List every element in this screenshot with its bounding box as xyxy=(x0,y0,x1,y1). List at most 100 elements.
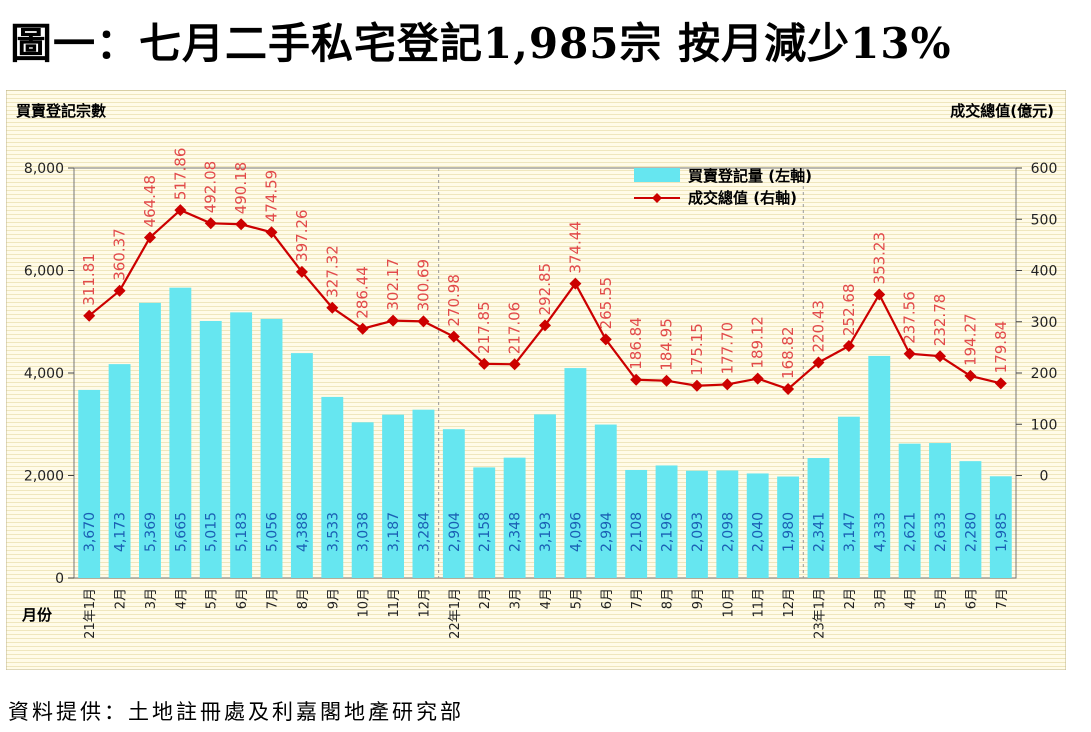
line-value-label: 220.43 xyxy=(809,300,827,353)
bar-value-label: 5,665 xyxy=(173,512,189,552)
line-marker xyxy=(235,218,248,231)
bar xyxy=(716,470,739,578)
x-tick-label: 9月 xyxy=(326,588,341,609)
bar xyxy=(139,302,161,578)
x-tick-label: 6月 xyxy=(600,588,615,609)
bar xyxy=(78,389,101,578)
left-tick-label: 8,000 xyxy=(24,161,64,177)
page-title: 圖一：七月二手私宅登記1,985宗 按月減少13% xyxy=(10,19,952,68)
legend-line-label: 成交總值 (右軸) xyxy=(688,189,797,207)
bar-value-label: 2,280 xyxy=(963,512,979,552)
bar-value-label: 2,098 xyxy=(720,512,736,552)
bar xyxy=(746,473,769,578)
x-axis-title: 月份 xyxy=(21,606,53,624)
bar xyxy=(625,469,648,578)
bar-value-label: 5,015 xyxy=(204,512,220,552)
line-value-label: 265.55 xyxy=(597,277,615,330)
bar xyxy=(989,476,1012,578)
bar xyxy=(594,424,617,578)
left-tick-label: 4,000 xyxy=(24,366,64,382)
line-marker xyxy=(113,284,126,297)
bar xyxy=(473,467,496,578)
left-tick-label: 0 xyxy=(55,571,64,587)
bar xyxy=(108,364,131,578)
line-marker xyxy=(83,309,96,322)
line-value-label: 374.44 xyxy=(566,221,584,273)
line-marker xyxy=(326,301,339,314)
x-tick-label: 5月 xyxy=(569,588,584,609)
line-marker xyxy=(387,314,400,327)
right-tick-label: 500 xyxy=(1031,212,1058,228)
bar-value-label: 3,533 xyxy=(325,512,341,552)
x-tick-label: 6月 xyxy=(964,588,979,609)
line-value-label: 217.85 xyxy=(475,301,493,354)
line-marker xyxy=(994,377,1007,390)
line-value-label: 179.84 xyxy=(992,321,1010,374)
line-marker xyxy=(508,358,521,371)
x-tick-label: 7月 xyxy=(266,588,281,609)
bar-value-label: 1,985 xyxy=(994,512,1010,552)
line-value-label: 353.23 xyxy=(870,232,888,284)
line-value-label: 464.48 xyxy=(141,175,159,228)
line-marker xyxy=(265,226,278,239)
line-value-label: 270.98 xyxy=(445,274,463,327)
line-marker xyxy=(447,330,460,343)
line-marker xyxy=(356,322,369,335)
bar xyxy=(807,458,830,578)
x-tick-label: 3月 xyxy=(873,588,888,609)
bar xyxy=(777,476,800,578)
line-marker xyxy=(204,217,217,230)
bar xyxy=(290,353,313,578)
bar-value-label: 3,038 xyxy=(356,512,372,552)
bar-value-label: 2,158 xyxy=(477,512,493,552)
bar xyxy=(442,429,465,578)
x-tick-label: 4月 xyxy=(174,588,189,609)
right-tick-label: 600 xyxy=(1031,161,1058,177)
line-marker xyxy=(690,379,703,392)
x-tick-label: 9月 xyxy=(691,588,706,609)
combo-chart: 買賣登記宗數 成交總值(億元) 3,670 4,173 5,369 5,665 5,01… xyxy=(5,89,1067,671)
bar-value-label: 5,056 xyxy=(265,512,281,552)
line-marker xyxy=(143,231,156,244)
x-tick-label: 2月 xyxy=(114,588,129,609)
bar xyxy=(230,312,253,578)
bar xyxy=(898,443,921,578)
bar xyxy=(837,416,860,578)
line-marker xyxy=(964,369,977,382)
bar xyxy=(534,414,556,578)
line-value-label: 186.84 xyxy=(627,317,645,370)
bar-value-label: 3,284 xyxy=(416,512,432,552)
bar-value-label: 4,096 xyxy=(568,512,584,552)
bar-value-label: 4,333 xyxy=(872,512,888,552)
x-tick-label: 10月 xyxy=(357,588,372,618)
bar-value-label: 2,196 xyxy=(660,512,676,552)
x-tick-label: 8月 xyxy=(661,588,676,609)
right-tick-label: 300 xyxy=(1031,315,1058,331)
bar xyxy=(564,368,587,578)
x-tick-label: 12月 xyxy=(417,588,432,618)
bar xyxy=(685,470,708,578)
bar xyxy=(868,355,891,578)
bar-value-label: 3,670 xyxy=(82,512,98,552)
bar xyxy=(655,465,678,578)
line-marker xyxy=(295,265,308,278)
bar-value-label: 2,994 xyxy=(599,512,615,552)
right-tick-label: 100 xyxy=(1031,417,1058,433)
bar xyxy=(959,461,982,578)
bar-value-label: 2,621 xyxy=(903,512,919,552)
bar-value-label: 2,108 xyxy=(629,512,645,552)
bar xyxy=(169,287,192,578)
bar-value-label: 5,369 xyxy=(143,512,159,552)
bar-value-label: 1,980 xyxy=(781,512,797,552)
line-marker xyxy=(478,357,491,370)
left-tick-label: 2,000 xyxy=(24,469,64,485)
line-marker xyxy=(873,288,886,301)
chart-container: 買賣登記宗數 成交總值(億元) 3,670 4,173 5,369 5,665 5,01… xyxy=(5,89,1067,671)
line-marker xyxy=(782,382,795,395)
x-tick-label: 11月 xyxy=(387,588,402,618)
line-marker xyxy=(539,319,551,332)
legend: 買賣登記量 (左軸) 成交總值 (右軸) xyxy=(634,167,812,207)
line-marker xyxy=(842,340,855,353)
bar xyxy=(260,318,283,578)
line-value-label: 292.85 xyxy=(536,263,554,316)
